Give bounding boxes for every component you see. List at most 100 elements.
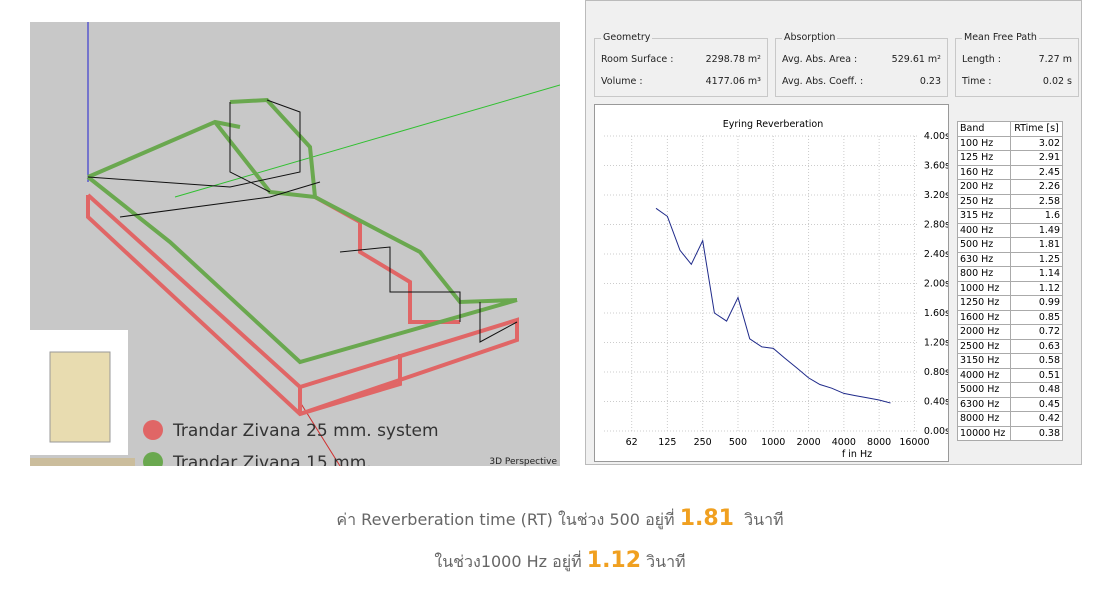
field-label: Time : bbox=[962, 76, 992, 87]
band-label: 315 Hz bbox=[957, 208, 1011, 224]
x-tick-label: 8000 bbox=[867, 437, 891, 448]
table-row: 500 Hz 1.81 bbox=[957, 237, 1064, 253]
model-drawing: Trandar Zivana 25 mm. system Trandar Ziv… bbox=[20, 22, 561, 538]
y-tick-label: 2.80s bbox=[924, 220, 948, 231]
rtime-value: 1.81 bbox=[1009, 237, 1064, 253]
table-row: 6300 Hz 0.45 bbox=[957, 396, 1064, 412]
x-tick-label: 500 bbox=[729, 437, 747, 448]
table-row: 2000 Hz 0.72 bbox=[957, 324, 1064, 340]
x-tick-label: 16000 bbox=[899, 437, 929, 448]
series-line bbox=[655, 207, 891, 404]
table-row: 250 Hz 2.58 bbox=[957, 193, 1064, 209]
rtime-value: 1.25 bbox=[1009, 251, 1064, 267]
band-label: 400 Hz bbox=[957, 222, 1011, 238]
caption-text: วินาที bbox=[744, 510, 784, 529]
band-label: 100 Hz bbox=[957, 135, 1011, 151]
rtime-value: 0.42 bbox=[1009, 411, 1064, 427]
x-tick-label: 62 bbox=[626, 437, 638, 448]
rtime-value: 0.48 bbox=[1009, 382, 1064, 398]
group-title: Mean Free Path bbox=[962, 32, 1039, 43]
legend-label: Trandar Zivana 15 mm. bbox=[172, 453, 372, 466]
axis-x bbox=[174, 84, 561, 198]
table-row: 800 Hz 1.14 bbox=[957, 266, 1064, 282]
y-tick-label: 2.40s bbox=[924, 249, 948, 260]
table-row: 2500 Hz 0.63 bbox=[957, 338, 1064, 354]
chart-frame: Eyring Reverberation f in Hz 0.00s 0.40s 0… bbox=[594, 104, 950, 462]
rtime-value: 0.51 bbox=[1009, 367, 1064, 383]
rtime-value: 0.99 bbox=[1009, 295, 1064, 311]
band-label: 250 Hz bbox=[957, 193, 1011, 209]
rtime-value: 0.45 bbox=[1009, 396, 1064, 412]
band-label: 630 Hz bbox=[957, 251, 1011, 267]
legend-label: Trandar Zivana 25 mm. system bbox=[172, 421, 439, 441]
rtime-value: 3.02 bbox=[1009, 135, 1064, 151]
rtime-value: 1.6 bbox=[1009, 208, 1064, 224]
table-row: 10000 Hz 0.38 bbox=[957, 425, 1064, 441]
table-row: 5000 Hz 0.48 bbox=[957, 382, 1064, 398]
field-label: Length : bbox=[962, 54, 1001, 65]
rtime-value: 0.85 bbox=[1009, 309, 1064, 325]
field-value: 4177.06 m³ bbox=[705, 76, 761, 87]
field-value: 2298.78 m² bbox=[705, 54, 761, 65]
caption-text: วินาที bbox=[646, 552, 686, 571]
absorption-group: Absorption Avg. Abs. Area : 529.61 m² Avg… bbox=[775, 32, 948, 97]
y-tick-label: 0.00s bbox=[924, 426, 948, 437]
band-label: 8000 Hz bbox=[957, 411, 1011, 427]
inset-wall-panel bbox=[49, 351, 111, 443]
legend-swatch bbox=[143, 420, 163, 440]
band-label: 1000 Hz bbox=[957, 280, 1011, 296]
band-label: 5000 Hz bbox=[957, 382, 1011, 398]
band-label: 4000 Hz bbox=[957, 367, 1011, 383]
table-row: 1250 Hz 0.99 bbox=[957, 295, 1064, 311]
y-tick-label: 3.60s bbox=[924, 161, 948, 172]
band-label: 200 Hz bbox=[957, 179, 1011, 195]
table-row: 3150 Hz 0.58 bbox=[957, 353, 1064, 369]
band-label: 10000 Hz bbox=[957, 425, 1011, 441]
rtime-value: 2.91 bbox=[1009, 150, 1064, 166]
x-tick-label: 1000 bbox=[761, 437, 785, 448]
rtime-value: 2.58 bbox=[1009, 193, 1064, 209]
y-tick-label: 1.20s bbox=[924, 338, 948, 349]
field-label: Avg. Abs. Area : bbox=[782, 54, 858, 65]
band-label: 6300 Hz bbox=[957, 396, 1011, 412]
band-label: 160 Hz bbox=[957, 164, 1011, 180]
table-header: Band bbox=[957, 121, 1011, 137]
geometry-group: Geometry Room Surface : 2298.78 m² Volume… bbox=[594, 32, 768, 97]
table-row: 160 Hz 2.45 bbox=[957, 164, 1064, 180]
rtime-value: 0.58 bbox=[1009, 353, 1064, 369]
y-tick-label: 0.40s bbox=[924, 397, 948, 408]
group-title: Absorption bbox=[782, 32, 838, 43]
field-value: 0.23 bbox=[919, 76, 941, 87]
field-value: 7.27 m bbox=[1038, 54, 1072, 65]
table-row: 200 Hz 2.26 bbox=[957, 179, 1064, 195]
field-value: 0.02 s bbox=[1042, 76, 1072, 87]
band-label: 1600 Hz bbox=[957, 309, 1011, 325]
field-value: 529.61 m² bbox=[891, 54, 941, 65]
table-header: RTime [s] bbox=[1009, 121, 1064, 137]
rtime-value: 1.14 bbox=[1009, 266, 1064, 282]
table-row: 100 Hz 3.02 bbox=[957, 135, 1064, 151]
band-label: 1250 Hz bbox=[957, 295, 1011, 311]
caption-line: ในช่วง1000 Hz อยู่ที่ 1.12 วินาที bbox=[0, 548, 1097, 575]
x-tick-label: 2000 bbox=[796, 437, 820, 448]
x-tick-label: 4000 bbox=[832, 437, 856, 448]
rtime-value: 0.38 bbox=[1009, 425, 1064, 441]
table-row: 1000 Hz 1.12 bbox=[957, 280, 1064, 296]
table-row: 125 Hz 2.91 bbox=[957, 150, 1064, 166]
view-label: 3D Perspective bbox=[489, 457, 557, 466]
table-row: 4000 Hz 0.51 bbox=[957, 367, 1064, 383]
mean-free-path-group: Mean Free Path Length : 7.27 m Time : 0.02… bbox=[955, 32, 1079, 97]
band-label: 2000 Hz bbox=[957, 324, 1011, 340]
group-title: Geometry bbox=[601, 32, 653, 43]
y-tick-label: 0.80s bbox=[924, 367, 948, 378]
y-tick-label: 1.60s bbox=[924, 308, 948, 319]
y-tick-label: 3.20s bbox=[924, 190, 948, 201]
band-label: 800 Hz bbox=[957, 266, 1011, 282]
band-label: 125 Hz bbox=[957, 150, 1011, 166]
y-tick-label: 2.00s bbox=[924, 279, 948, 290]
rtime-value: 1.49 bbox=[1009, 222, 1064, 238]
rtime-value: 2.26 bbox=[1009, 179, 1064, 195]
inset-board-image bbox=[20, 458, 135, 538]
caption-text: ค่า Reverberation time (RT) ในช่วง 500 อ… bbox=[336, 510, 675, 529]
